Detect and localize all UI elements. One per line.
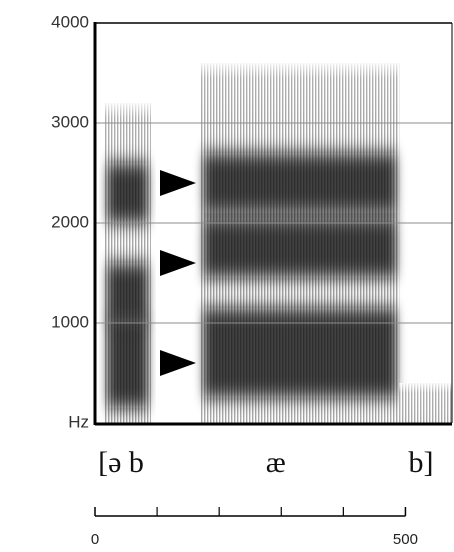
y-tick-label: 2000: [51, 212, 89, 231]
y-tick-label: Hz: [68, 412, 89, 431]
segment-label: æ: [266, 446, 286, 479]
formant-band: [107, 263, 148, 323]
energy-fade: [399, 383, 452, 423]
formant-band: [203, 153, 397, 213]
segment-label: b]: [409, 446, 434, 479]
formant-band: [203, 218, 397, 278]
formant-arrow: [160, 350, 196, 376]
x-tick-label: 500: [393, 531, 418, 548]
formant-band: [203, 308, 397, 398]
formant-band: [107, 163, 148, 223]
energy-fade: [200, 63, 400, 123]
segment-label: [ə b: [98, 446, 144, 479]
y-tick-label: 4000: [51, 12, 89, 31]
formant-arrow: [160, 170, 196, 196]
x-tick-label: 0: [91, 531, 99, 548]
y-tick-label: 3000: [51, 112, 89, 131]
y-tick-label: 1000: [51, 312, 89, 331]
formant-band: [107, 318, 148, 408]
formant-arrow: [160, 250, 196, 276]
energy-fade: [104, 103, 151, 163]
